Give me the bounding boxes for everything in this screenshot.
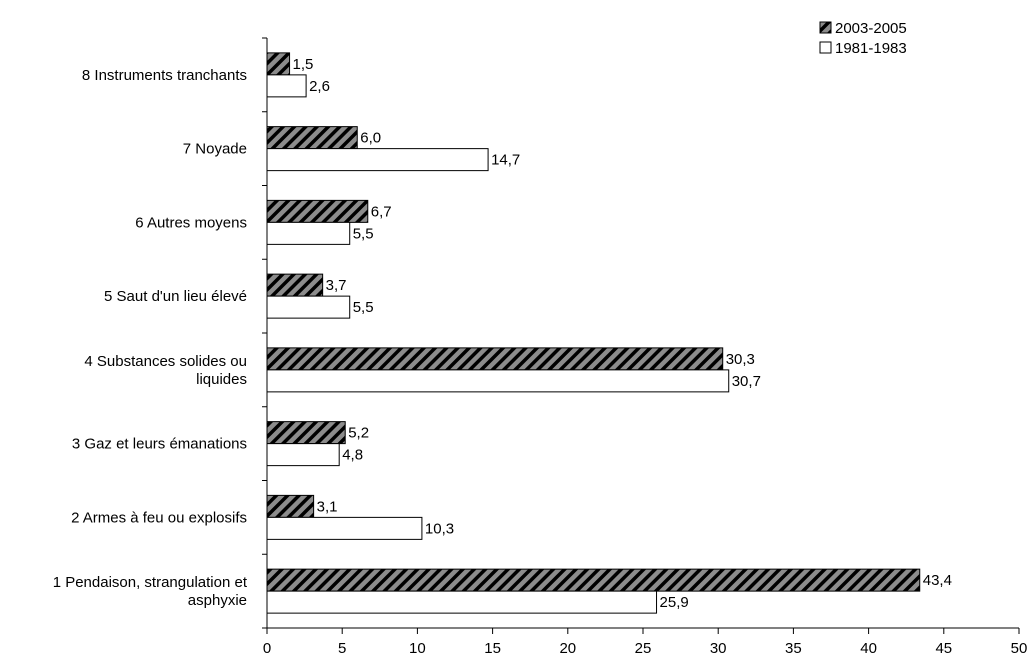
data-label: 25,9 [660, 594, 689, 611]
bar-2003-2005 [266, 199, 369, 223]
x-tick-label: 50 [1011, 640, 1028, 657]
x-tick-label: 20 [559, 640, 576, 657]
category-label: asphyxie [188, 592, 247, 609]
bar-1981-1983 [266, 74, 307, 98]
bar-1981-1983 [266, 369, 730, 393]
bar-1981-1983 [266, 443, 340, 467]
data-label: 43,4 [923, 572, 952, 589]
x-tick-label: 0 [263, 640, 271, 657]
bar-1981-1983 [266, 295, 351, 319]
bar-1981-1983 [266, 148, 489, 172]
x-tick-label: 35 [785, 640, 802, 657]
x-tick-label: 25 [635, 640, 652, 657]
category-label: 4 Substances solides ou [84, 353, 247, 370]
data-label: 5,5 [353, 299, 374, 316]
legend-label: 2003-2005 [835, 20, 907, 37]
legend-swatch [819, 21, 832, 34]
category-label: 5 Saut d'un lieu élevé [104, 288, 247, 305]
x-tick-label: 40 [860, 640, 877, 657]
category-label: 1 Pendaison, strangulation et [53, 574, 248, 591]
category-label: 2 Armes à feu ou explosifs [71, 509, 247, 526]
legend-swatch [819, 41, 832, 54]
bar-1981-1983 [266, 221, 351, 245]
data-label: 5,2 [348, 425, 369, 442]
bar-2003-2005 [266, 494, 315, 518]
data-label: 1,5 [293, 56, 314, 73]
x-tick-label: 5 [338, 640, 346, 657]
category-label: 6 Autres moyens [135, 214, 247, 231]
data-label: 6,0 [360, 130, 381, 147]
data-label: 6,7 [371, 203, 392, 220]
category-label: 8 Instruments tranchants [82, 67, 247, 84]
data-label: 3,1 [317, 498, 338, 515]
data-label: 5,5 [353, 225, 374, 242]
data-label: 30,3 [726, 351, 755, 368]
bar-1981-1983 [266, 516, 423, 540]
category-label: 7 Noyade [183, 141, 247, 158]
bar-2003-2005 [266, 568, 921, 592]
category-label: 3 Gaz et leurs émanations [72, 436, 247, 453]
x-tick-label: 10 [409, 640, 426, 657]
data-label: 10,3 [425, 520, 454, 537]
bar-2003-2005 [266, 126, 358, 150]
bar-2003-2005 [266, 52, 291, 76]
x-tick-label: 15 [484, 640, 501, 657]
legend-label: 1981-1983 [835, 40, 907, 57]
data-label: 4,8 [342, 447, 363, 464]
category-label: liquides [196, 371, 247, 388]
plot-area: 0 5 10 15 20 25 30 35 40 45 50 8 Instruments tranch… [53, 37, 1028, 657]
x-tick-label: 45 [935, 640, 952, 657]
x-tick-label: 30 [710, 640, 727, 657]
bar-2003-2005 [266, 273, 324, 297]
bar-2003-2005 [266, 347, 724, 371]
data-label: 3,7 [326, 277, 347, 294]
data-label: 14,7 [491, 152, 520, 169]
bar-1981-1983 [266, 590, 658, 614]
data-label: 30,7 [732, 373, 761, 390]
legend: 2003-2005 1981-1983 [819, 20, 907, 57]
bar-2003-2005 [266, 421, 346, 445]
data-label: 2,6 [309, 78, 330, 95]
